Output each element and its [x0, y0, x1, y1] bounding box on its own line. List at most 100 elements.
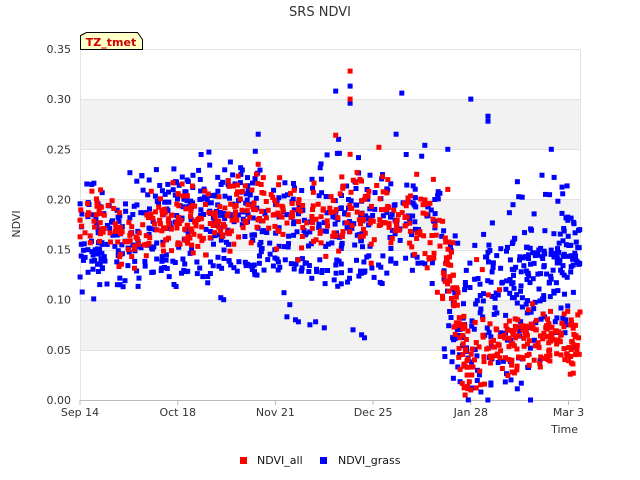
- ndvi-grass-point: [484, 325, 490, 331]
- ndvi-grass-point: [346, 197, 351, 202]
- ndvi-all-point: [265, 207, 271, 213]
- ndvi-grass-point: [393, 131, 399, 137]
- y-tick-labels: 0.00 0.05 0.10 0.15 0.20 0.25 0.30 0.35: [47, 43, 72, 407]
- ndvi-grass-point: [338, 261, 344, 267]
- ndvi-grass-point: [218, 295, 224, 301]
- ndvi-all-point: [85, 210, 91, 216]
- ndvi-grass-point: [558, 267, 564, 273]
- ndvi-grass-point: [99, 250, 105, 256]
- ndvi-grass-point: [77, 201, 83, 207]
- ndvi-grass-point: [489, 220, 495, 226]
- ndvi-all-point: [224, 213, 230, 219]
- ndvi-grass-point: [519, 295, 525, 301]
- ndvi-all-point: [337, 191, 343, 197]
- ndvi-all-point: [97, 220, 103, 226]
- ndvi-grass-point: [544, 271, 550, 277]
- ndvi-all-point: [445, 246, 451, 252]
- ndvi-all-point: [279, 214, 285, 220]
- ndvi-grass-point: [555, 288, 561, 294]
- ndvi-grass-point: [258, 249, 264, 255]
- ndvi-grass-point: [339, 270, 344, 276]
- ndvi-all-point: [561, 311, 567, 317]
- ndvi-all-point: [506, 318, 512, 324]
- ndvi-grass-point: [488, 334, 494, 340]
- ndvi-grass-point: [208, 200, 214, 206]
- ndvi-grass-point: [548, 251, 554, 257]
- ndvi-grass-point: [309, 275, 315, 281]
- ndvi-grass-point: [123, 208, 129, 214]
- ndvi-grass-point: [202, 194, 208, 200]
- ndvi-grass-point: [96, 249, 101, 254]
- ndvi-grass-point: [411, 202, 417, 208]
- legend-item-ndvi-grass[interactable]: NDVI_grass: [320, 454, 401, 467]
- ndvi-all-point: [288, 190, 293, 196]
- ndvi-grass-point: [345, 279, 351, 285]
- ndvi-grass-point: [176, 182, 182, 188]
- ndvi-all-point: [554, 351, 560, 357]
- ndvi-grass-point: [530, 276, 536, 282]
- ndvi-all-point: [545, 316, 550, 322]
- ndvi-all-point: [259, 208, 265, 214]
- ndvi-grass-point: [132, 258, 138, 264]
- ndvi-all-point: [362, 230, 368, 236]
- ndvi-grass-point: [122, 278, 128, 284]
- ndvi-all-point: [239, 189, 245, 194]
- ndvi-all-point: [205, 191, 211, 197]
- ndvi-grass-point: [217, 209, 223, 215]
- ndvi-all-point: [185, 234, 191, 240]
- ndvi-all-point: [227, 248, 233, 254]
- ndvi-all-point: [427, 200, 433, 206]
- ndvi-all-point: [503, 323, 509, 329]
- ndvi-all-point: [169, 248, 174, 254]
- ndvi-all-point: [512, 370, 517, 376]
- ndvi-all-point: [315, 201, 321, 207]
- station-badge-background: [80, 32, 143, 50]
- ndvi-all-point: [216, 224, 222, 230]
- ndvi-all-point: [360, 233, 366, 239]
- ndvi-grass-point: [159, 258, 165, 264]
- ndvi-all-point: [485, 292, 491, 298]
- ndvi-all-point: [225, 178, 231, 184]
- ndvi-all-point: [512, 316, 518, 322]
- ndvi-grass-point: [234, 268, 240, 274]
- legend-item-ndvi-all[interactable]: NDVI_all: [240, 454, 303, 467]
- ndvi-grass-point: [258, 239, 264, 245]
- ndvi-grass-point: [354, 202, 360, 208]
- ndvi-grass-point: [378, 264, 384, 270]
- ndvi-grass-point: [514, 300, 520, 306]
- ndvi-grass-point: [162, 265, 167, 270]
- ndvi-all-point: [386, 224, 392, 230]
- ndvi-grass-point: [159, 188, 165, 194]
- ndvi-all-point: [502, 334, 508, 340]
- ndvi-all-point: [544, 353, 550, 359]
- y-tick-label: 0.00: [47, 394, 72, 407]
- ndvi-all-point: [111, 206, 117, 211]
- y-tick-label: 0.20: [47, 193, 72, 206]
- ndvi-all-point: [310, 217, 316, 223]
- ndvi-grass-point: [485, 278, 491, 284]
- ndvi-grass-point: [507, 290, 513, 296]
- ndvi-all-point: [394, 223, 400, 229]
- ndvi-grass-point: [79, 211, 85, 217]
- ndvi-grass-point: [472, 347, 478, 353]
- ndvi-grass-point: [509, 266, 515, 272]
- ndvi-grass-point: [97, 261, 103, 267]
- ndvi-grass-point: [336, 136, 342, 142]
- ndvi-all-point: [275, 227, 281, 233]
- ndvi-grass-point: [523, 301, 529, 307]
- ndvi-grass-point: [184, 177, 190, 183]
- ndvi-all-point: [188, 214, 193, 219]
- ndvi-grass-point: [92, 257, 98, 263]
- ndvi-all-point: [537, 364, 543, 370]
- ndvi-grass-point: [450, 375, 456, 381]
- ndvi-grass-point: [194, 259, 200, 265]
- ndvi-grass-point: [236, 259, 242, 265]
- ndvi-grass-point: [154, 240, 160, 246]
- ndvi-all-point: [344, 220, 350, 226]
- ndvi-grass-point: [318, 161, 324, 167]
- ndvi-all-point: [519, 323, 525, 329]
- ndvi-grass-point: [114, 232, 120, 238]
- ndvi-grass-point: [536, 286, 542, 292]
- ndvi-all-point: [454, 285, 459, 291]
- ndvi-grass-point: [261, 267, 267, 273]
